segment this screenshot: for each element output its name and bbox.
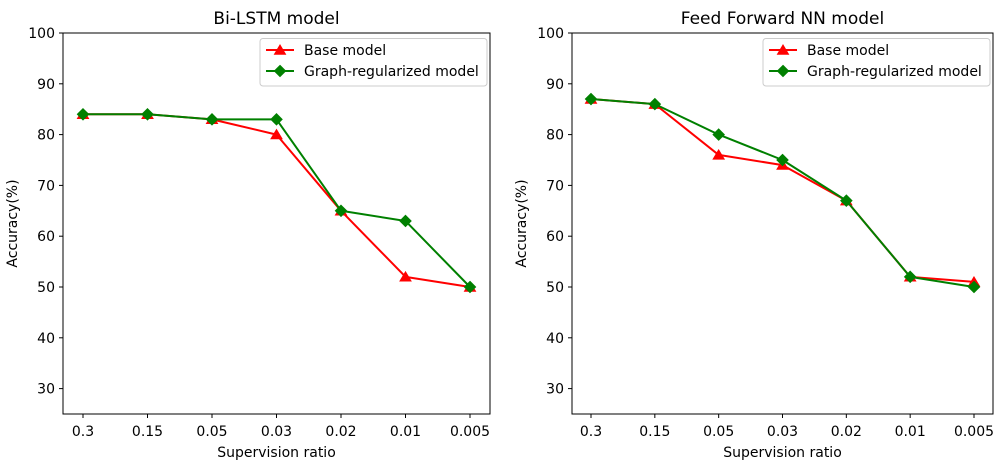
series-graph-regularized-model bbox=[76, 107, 477, 294]
x-tick-label: 0.3 bbox=[72, 424, 94, 440]
x-tick-label: 0.3 bbox=[580, 424, 602, 440]
x-tick-label: 0.03 bbox=[261, 424, 292, 440]
diamond-marker bbox=[776, 153, 789, 167]
legend-label: Graph-regularized model bbox=[304, 64, 479, 80]
series-line bbox=[590, 98, 975, 283]
diamond-marker bbox=[76, 107, 90, 121]
legend: Base model Graph-regularized model bbox=[762, 38, 991, 87]
legend-diamond-marker bbox=[776, 64, 790, 78]
y-tick-label: 70 bbox=[37, 178, 55, 194]
legend-diamond-marker bbox=[273, 64, 287, 78]
legend-label: Base model bbox=[807, 43, 889, 59]
legend-triangle-marker bbox=[273, 44, 287, 55]
x-tick-label: 0.005 bbox=[450, 424, 490, 440]
series-base-model bbox=[76, 108, 477, 292]
x-tick-label: 0.05 bbox=[703, 424, 734, 440]
x-tick-label: 0.15 bbox=[639, 424, 670, 440]
x-axis-label: Supervision ratio bbox=[217, 445, 336, 461]
y-tick-label: 90 bbox=[546, 77, 564, 93]
diamond-marker bbox=[840, 194, 853, 207]
diamond-marker bbox=[399, 214, 412, 228]
x-tick-label: 0.01 bbox=[895, 424, 926, 440]
diamond-marker bbox=[967, 280, 981, 294]
y-axis-label: Accuracy(%) bbox=[5, 179, 21, 267]
y-axis-label: Accuracy(%) bbox=[514, 179, 530, 267]
x-tick-label: 0.02 bbox=[325, 424, 356, 440]
y-tick-label: 100 bbox=[28, 26, 55, 42]
legend-box bbox=[259, 38, 488, 87]
y-tick-label: 60 bbox=[37, 229, 55, 245]
y-tick-label: 90 bbox=[37, 77, 55, 93]
y-tick-label: 70 bbox=[546, 178, 564, 194]
y-tick-label: 100 bbox=[537, 26, 564, 42]
legend-label: Base model bbox=[304, 43, 386, 59]
legend: Base model Graph-regularized model bbox=[259, 38, 488, 87]
diamond-marker bbox=[903, 270, 917, 284]
axes-frame bbox=[571, 32, 994, 415]
x-tick-label: 0.005 bbox=[954, 424, 994, 440]
triangle-marker bbox=[712, 148, 726, 160]
x-tick-label: 0.05 bbox=[196, 424, 227, 440]
x-axis-label: Supervision ratio bbox=[723, 445, 842, 461]
triangle-marker bbox=[399, 270, 412, 282]
y-tick-label: 40 bbox=[546, 331, 564, 347]
series-graph-regularized-model bbox=[584, 92, 981, 294]
subplot-bilstm: Bi-LSTM model 30 40 50 60 70 80 90 100 0.3 0.15 0.0… bbox=[5, 9, 491, 461]
y-tick-label: 80 bbox=[37, 128, 55, 144]
y-tick-label: 30 bbox=[546, 382, 564, 398]
diamond-marker bbox=[205, 113, 219, 126]
legend-box bbox=[762, 38, 991, 87]
y-tick-label: 80 bbox=[546, 128, 564, 144]
legend-triangle-marker bbox=[776, 44, 790, 55]
x-tick-label: 0.02 bbox=[831, 424, 862, 440]
triangle-marker bbox=[270, 128, 283, 140]
chart-title-ffnn: Feed Forward NN model bbox=[681, 9, 885, 29]
series-line bbox=[82, 113, 471, 288]
y-tick-label: 50 bbox=[546, 280, 564, 296]
diamond-marker bbox=[334, 204, 348, 218]
y-tick-label: 40 bbox=[37, 331, 55, 347]
series-base-model bbox=[584, 93, 981, 287]
diamond-marker bbox=[141, 107, 154, 121]
x-tick-label: 0.03 bbox=[767, 424, 798, 440]
diamond-marker bbox=[648, 97, 662, 111]
diamond-marker bbox=[584, 92, 598, 106]
series-line bbox=[590, 98, 975, 288]
diamond-marker bbox=[463, 280, 477, 294]
y-tick-label: 60 bbox=[546, 229, 564, 245]
diamond-marker bbox=[270, 113, 283, 126]
y-tick-label: 50 bbox=[37, 280, 55, 296]
y-tick-label: 30 bbox=[37, 382, 55, 398]
chart-title-bilstm: Bi-LSTM model bbox=[213, 9, 339, 29]
legend-label: Graph-regularized model bbox=[807, 64, 982, 80]
diamond-marker bbox=[712, 128, 725, 141]
axes-frame bbox=[62, 32, 491, 415]
x-tick-label: 0.01 bbox=[390, 424, 421, 440]
series-line bbox=[82, 113, 471, 288]
x-tick-label: 0.15 bbox=[132, 424, 163, 440]
subplot-ffnn: Feed Forward NN model 30 40 50 60 70 80 90 100 0.… bbox=[514, 9, 994, 461]
